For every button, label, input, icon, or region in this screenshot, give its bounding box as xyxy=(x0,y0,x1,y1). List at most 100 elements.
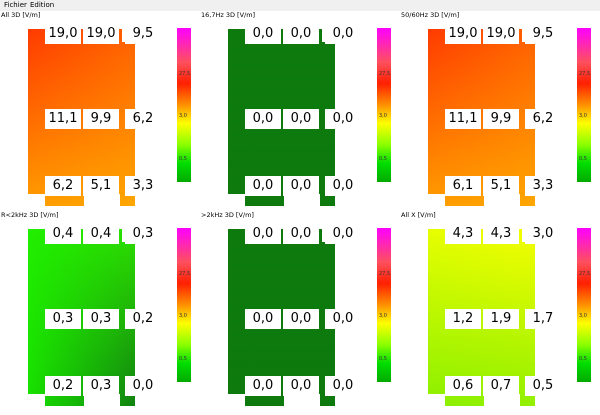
measurement-value: 0,0 xyxy=(283,309,319,329)
measurement-value: 0,3 xyxy=(45,309,81,329)
measurement-value: 11,1 xyxy=(445,109,481,129)
menu-bar: Fichier Edition xyxy=(0,0,600,11)
measurement-value: 0,2 xyxy=(125,309,161,329)
panel-title: R<2kHz 3D [V/m] xyxy=(1,211,59,219)
heatmap-panel: >2kHz 3D [V/m] 0,0 0,0 0,0 0,0 0,0 0,0 0,0 0,0 0,… xyxy=(200,211,400,415)
panel-title: All 3D [V/m] xyxy=(1,11,41,19)
measurement-value: 0,0 xyxy=(325,109,361,129)
panel-title: >2kHz 3D [V/m] xyxy=(201,211,254,219)
measurement-value: 1,2 xyxy=(445,309,481,329)
measurement-value: 0,0 xyxy=(283,376,319,396)
measurement-value: 0,0 xyxy=(245,376,281,396)
measurement-value: 0,0 xyxy=(125,376,161,396)
heatmap xyxy=(28,29,135,206)
heatmap-shape-overlay xyxy=(228,229,335,406)
heatmap xyxy=(228,29,335,206)
measurement-value: 19,0 xyxy=(83,24,119,44)
colorbar-tick: 0,5 xyxy=(379,156,387,162)
colorbar-tick: 3,0 xyxy=(379,313,387,319)
heatmap-panel: 16,7Hz 3D [V/m] 0,0 0,0 0,0 0,0 0,0 0,0 0,0 0,0 0… xyxy=(200,11,400,215)
menu-edition[interactable]: Edition xyxy=(30,1,55,9)
heatmap-panel: All X [V/m] 4,3 4,3 3,0 1,2 1,9 1,7 0,6 0,7 0,5 27… xyxy=(400,211,600,415)
measurement-value: 0,0 xyxy=(283,176,319,196)
measurement-value: 0,5 xyxy=(525,376,561,396)
measurement-value: 0,0 xyxy=(283,109,319,129)
measurement-value: 11,1 xyxy=(45,109,81,129)
heatmap-panel: 50/60Hz 3D [V/m] 19,0 19,0 9,5 11,1 9,9 6,2 6,1… xyxy=(400,11,600,215)
colorbar-tick: 27,5 xyxy=(179,71,191,77)
measurement-value: 0,0 xyxy=(283,224,319,244)
measurement-value: 0,6 xyxy=(445,376,481,396)
measurement-value: 19,0 xyxy=(45,24,81,44)
colorbar-tick: 27,5 xyxy=(579,271,591,277)
measurement-value: 0,0 xyxy=(245,309,281,329)
heatmap xyxy=(228,229,335,406)
colorbar-tick: 27,5 xyxy=(379,71,391,77)
heatmap-shape-overlay xyxy=(428,229,535,406)
colorbar xyxy=(177,228,191,382)
colorbar-tick: 27,5 xyxy=(379,271,391,277)
measurement-value: 9,9 xyxy=(83,109,119,129)
measurement-value: 0,3 xyxy=(125,224,161,244)
heatmap xyxy=(28,229,135,406)
measurement-value: 19,0 xyxy=(445,24,481,44)
colorbar-tick: 3,0 xyxy=(179,113,187,119)
colorbar-tick: 3,0 xyxy=(579,113,587,119)
colorbar-tick: 3,0 xyxy=(579,313,587,319)
measurement-value: 0,0 xyxy=(325,24,361,44)
measurement-value: 6,2 xyxy=(125,109,161,129)
menu-fichier[interactable]: Fichier xyxy=(4,1,27,9)
heatmap-shape-overlay xyxy=(428,29,535,206)
colorbar-tick: 0,5 xyxy=(179,356,187,362)
heatmap-shape-overlay xyxy=(228,29,335,206)
colorbar-tick: 0,5 xyxy=(179,156,187,162)
heatmap xyxy=(428,229,535,406)
heatmap-shape-overlay xyxy=(28,29,135,206)
measurement-value: 0,3 xyxy=(83,309,119,329)
measurement-value: 0,2 xyxy=(45,376,81,396)
colorbar xyxy=(577,28,591,182)
heatmap-shape-overlay xyxy=(28,229,135,406)
measurement-value: 3,3 xyxy=(525,176,561,196)
measurement-value: 0,3 xyxy=(83,376,119,396)
measurement-value: 19,0 xyxy=(483,24,519,44)
measurement-value: 0,0 xyxy=(325,224,361,244)
colorbar xyxy=(577,228,591,382)
colorbar xyxy=(377,28,391,182)
measurement-value: 0,0 xyxy=(325,376,361,396)
measurement-value: 0,0 xyxy=(325,176,361,196)
measurement-value: 1,7 xyxy=(525,309,561,329)
heatmap xyxy=(428,29,535,206)
panel-title: 50/60Hz 3D [V/m] xyxy=(401,11,460,19)
measurement-value: 0,0 xyxy=(245,176,281,196)
measurement-value: 0,0 xyxy=(283,24,319,44)
measurement-value: 0,4 xyxy=(45,224,81,244)
measurement-value: 0,0 xyxy=(245,224,281,244)
measurement-value: 0,0 xyxy=(245,109,281,129)
measurement-value: 0,0 xyxy=(325,309,361,329)
colorbar-tick: 3,0 xyxy=(179,313,187,319)
measurement-value: 0,7 xyxy=(483,376,519,396)
measurement-value: 9,9 xyxy=(483,109,519,129)
colorbar-tick: 0,5 xyxy=(379,356,387,362)
measurement-value: 3,3 xyxy=(125,176,161,196)
measurement-value: 9,5 xyxy=(125,24,161,44)
measurement-value: 3,0 xyxy=(525,224,561,244)
panel-title: 16,7Hz 3D [V/m] xyxy=(201,11,256,19)
measurement-value: 4,3 xyxy=(483,224,519,244)
measurement-value: 5,1 xyxy=(83,176,119,196)
measurement-value: 5,1 xyxy=(483,176,519,196)
measurement-value: 6,2 xyxy=(45,176,81,196)
colorbar-tick: 27,5 xyxy=(179,271,191,277)
colorbar-tick: 27,5 xyxy=(579,71,591,77)
colorbar-tick: 3,0 xyxy=(379,113,387,119)
measurement-value: 6,2 xyxy=(525,109,561,129)
colorbar xyxy=(377,228,391,382)
colorbar xyxy=(177,28,191,182)
measurement-value: 0,4 xyxy=(83,224,119,244)
colorbar-tick: 0,5 xyxy=(579,356,587,362)
measurement-value: 0,0 xyxy=(245,24,281,44)
heatmap-panel: R<2kHz 3D [V/m] 0,4 0,4 0,3 0,3 0,3 0,2 0,2 0,3 0… xyxy=(0,211,200,415)
measurement-value: 4,3 xyxy=(445,224,481,244)
heatmap-panel: All 3D [V/m] 19,0 19,0 9,5 11,1 9,9 6,2 6,2 5,1 3… xyxy=(0,11,200,215)
